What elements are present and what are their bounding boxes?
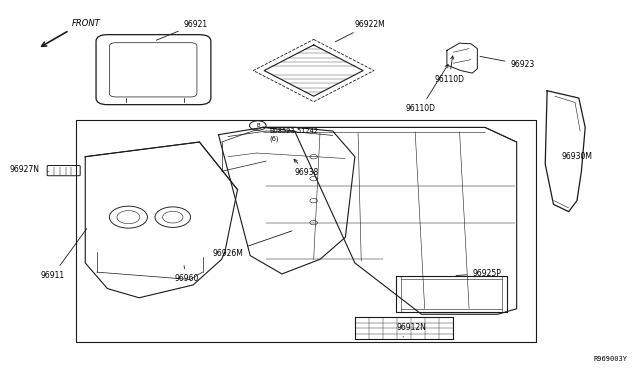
Text: 96921: 96921 bbox=[156, 20, 208, 40]
Text: 96911: 96911 bbox=[41, 228, 87, 280]
Text: 96926M: 96926M bbox=[212, 231, 292, 258]
Text: B08523-51242
(6): B08523-51242 (6) bbox=[269, 128, 318, 142]
Text: 96110D: 96110D bbox=[434, 56, 464, 84]
Text: 96912N: 96912N bbox=[396, 323, 426, 337]
Text: 96923: 96923 bbox=[480, 57, 534, 69]
Text: FRONT: FRONT bbox=[71, 19, 100, 28]
Text: 96922M: 96922M bbox=[335, 20, 386, 42]
Text: 96925P: 96925P bbox=[456, 269, 501, 278]
Text: R969003Y: R969003Y bbox=[594, 356, 628, 362]
Text: 96960: 96960 bbox=[174, 266, 198, 283]
Text: 96938: 96938 bbox=[294, 159, 319, 177]
Text: 96927N: 96927N bbox=[9, 165, 39, 174]
Text: 96930M: 96930M bbox=[561, 152, 592, 161]
Text: B: B bbox=[256, 123, 260, 128]
Text: 96110D: 96110D bbox=[406, 65, 448, 113]
